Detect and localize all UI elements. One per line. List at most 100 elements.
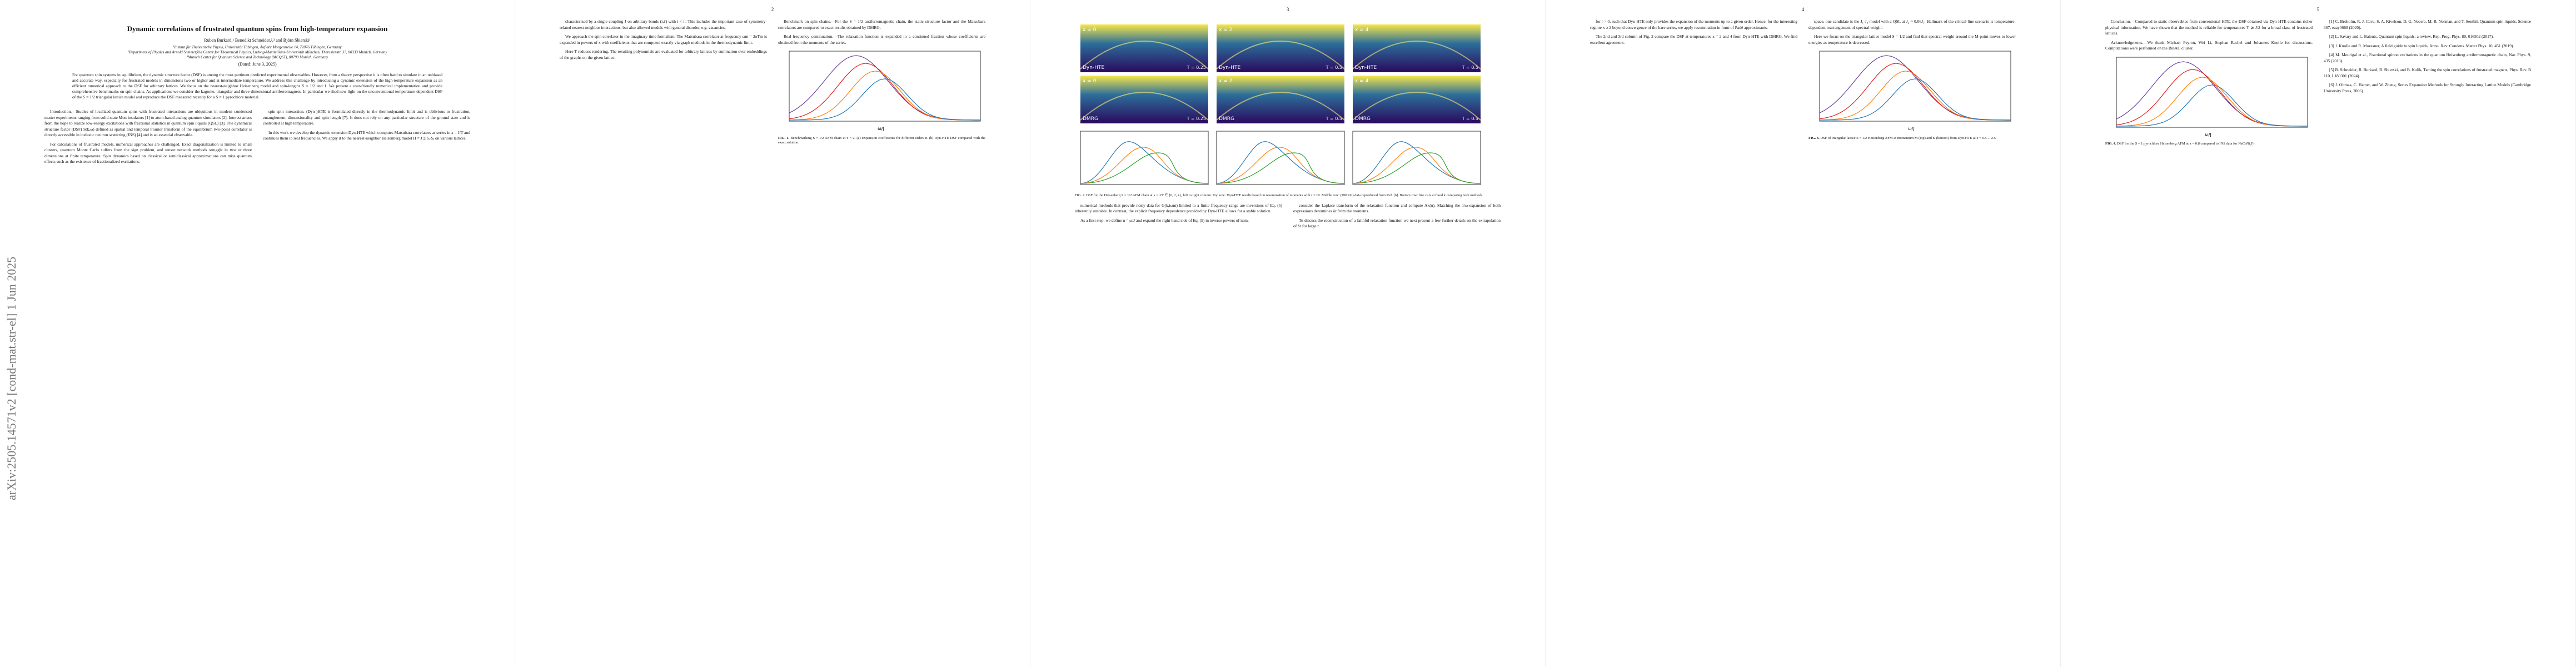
figure-plot: ω/J: [1819, 51, 2011, 131]
heatmap: [1080, 24, 1208, 72]
plot-frame: [2116, 57, 2308, 127]
arxiv-sidebar: arXiv:2505.14571v2 [cond-mat.str-el] 1 J…: [4, 256, 18, 500]
column: consider the Laplace transform of the re…: [1293, 203, 1501, 233]
paragraph: space, one candidate is the J₁-J₂-model …: [1808, 19, 2016, 30]
heatmap-grid: x = 0 Dyn-HTE T = 0.25 x = 0 DMRG T = 0.25 x =…: [1080, 24, 1481, 185]
figure: ω/J FIG. 1. Benchmarking S = 1/2 AFM chai…: [778, 49, 985, 146]
method-label: Dyn-HTE: [1219, 65, 1240, 71]
method-label: DMRG: [1083, 116, 1098, 122]
abstract: For quantum spin systems in equilibrium,…: [72, 72, 442, 99]
figure-label: FIG. 1.: [778, 136, 790, 140]
figure-caption: FIG. 1. Benchmarking S = 1/2 AFM chain a…: [778, 136, 985, 146]
caption-text: DSF of triangular lattice S = 1/2 Heisen…: [1820, 136, 1997, 140]
temp-label: T = 0.5: [1462, 65, 1478, 70]
paragraph: [1] C. Broholm, R. J. Cava, S. A. Kivels…: [2324, 19, 2531, 30]
columns: Introduction.—Studies of localized quant…: [44, 109, 470, 168]
paragraph: Benchmark on spin chains.—For the S = 1/…: [778, 19, 985, 30]
figure-plot: ω/J: [789, 51, 981, 131]
curve: [2116, 61, 2308, 126]
paragraph: Real-frequency continuation.—The relaxat…: [778, 34, 985, 45]
curve: [1819, 63, 2011, 121]
affiliation: ¹Institut für Theoretische Physik, Unive…: [173, 45, 342, 49]
curve: [1216, 152, 1345, 184]
curve: [1819, 55, 2011, 121]
paragraph: Here we focus on the triangular lattice …: [1808, 34, 2016, 45]
columns: characterized by a single coupling J on …: [560, 19, 985, 150]
paragraph: Here T reduces rendering. The resulting …: [560, 49, 767, 60]
paragraph: For calculations of frustrated models, n…: [44, 141, 252, 165]
temp-label: T = 0.5: [1462, 116, 1478, 121]
curve: [1080, 152, 1209, 184]
dispersion: [1352, 92, 1481, 121]
page: 4 for r > 0, such that Dyn-HTE only provi…: [1546, 0, 2061, 667]
panel-label: x = 4: [1355, 27, 1369, 33]
paragraph: [6] J. Oitmaa, C. Hamer, and W. Zheng, S…: [2324, 82, 2531, 93]
curve: [2116, 84, 2308, 127]
dispersion: [1080, 92, 1209, 121]
figure-label: FIG. 3.: [1808, 136, 1820, 140]
columns: numerical methods that provide noisy dat…: [1075, 203, 1501, 233]
dispersion: [1216, 92, 1345, 121]
figure-caption: FIG. 4. DSF for the S = 1 pyrochlore Hei…: [2105, 142, 2313, 147]
column: Benchmark on spin chains.—For the S = 1/…: [778, 19, 985, 150]
panel-label: x = 2: [1219, 78, 1232, 84]
temp-label: T = 0.25: [1187, 65, 1207, 70]
temp-label: T = 0.25: [1187, 116, 1207, 121]
columns: Conclusion.—Compared to static observabl…: [2105, 19, 2531, 151]
curve: [1216, 141, 1345, 184]
method-label: Dyn-HTE: [1355, 65, 1377, 71]
column: characterized by a single coupling J on …: [560, 19, 767, 150]
curve: [1820, 78, 2011, 121]
page-number: 5: [2316, 7, 2320, 12]
curve: [1352, 147, 1481, 184]
caption-text: Benchmarking S = 1/2 AFM chain at x = 2.…: [778, 136, 985, 145]
page-number: 3: [1286, 7, 1289, 12]
column: numerical methods that provide noisy dat…: [1075, 203, 1282, 233]
temp-label: T = 0.5: [1326, 116, 1342, 121]
method-label: Dyn-HTE: [1083, 65, 1104, 71]
paragraph: [3] J. Knolle and R. Moessner, A field g…: [2329, 43, 2514, 48]
affiliation: ²Department of Physics and Arnold Sommer…: [127, 50, 387, 54]
lineplot-frame: [1080, 131, 1209, 185]
curve: [1216, 147, 1345, 184]
paper-title: Dynamic correlations of frustrated quant…: [127, 24, 388, 33]
lineplot-frame: [1352, 131, 1481, 185]
curve: [789, 78, 980, 121]
paragraph: Introduction.—Studies of localized quant…: [44, 109, 252, 137]
paragraph: for r > 0, such that Dyn-HTE only provid…: [1590, 19, 1797, 30]
authors: Ruben Burkard,¹ Benedikt Schneider,²,³ a…: [204, 38, 311, 43]
figure-label: FIG. 4.: [2105, 142, 2116, 146]
temp-label: T = 0.5: [1326, 65, 1342, 70]
paragraph: Acknowledgments.—We thank Michael Peyrou…: [2105, 39, 2313, 51]
paragraph: [5] B. Schneider, R. Burkard, B. Sbiersk…: [2324, 67, 2531, 78]
panel-label: x = 4: [1355, 78, 1369, 84]
column: space, one candidate is the J₁-J₂-model …: [1808, 19, 2016, 145]
curve: [789, 55, 980, 121]
paragraph: consider the Laplace transform of the re…: [1293, 202, 1501, 214]
paragraph: [4] M. Mourigal et al., Fractional spino…: [2324, 52, 2531, 63]
curve: [1819, 71, 2011, 121]
paragraph: We approach the spin correlator in the i…: [560, 34, 767, 45]
heatmap: [1353, 76, 1481, 123]
curve: [789, 71, 980, 121]
columns: for r > 0, such that Dyn-HTE only provid…: [1590, 19, 2016, 145]
column: spin-spin interaction. (Dyn-)HTE is form…: [263, 109, 470, 168]
paragraph: spin-spin interaction. (Dyn-)HTE is form…: [263, 109, 470, 126]
paragraph: characterized by a single coupling J on …: [560, 19, 767, 30]
lineplot-frame: [1216, 131, 1345, 185]
figure: ω/J FIG. 4. DSF for the S = 1 pyrochlore …: [2105, 55, 2313, 147]
affiliation: ³Munich Center for Quantum Science and T…: [186, 55, 328, 59]
dispersion: [1216, 41, 1345, 69]
heatmap: [1080, 76, 1208, 123]
axis-label: ω/J: [1908, 126, 1915, 131]
curve: [1080, 141, 1209, 184]
paragraph: As a first step, we define u = ω/J and e…: [1080, 217, 1249, 223]
paragraph: numerical methods that provide noisy dat…: [1075, 202, 1282, 214]
page: 5 Conclusion.—Compared to static observab…: [2061, 0, 2576, 667]
paragraph: In this work we develop the dynamic exte…: [263, 130, 470, 141]
method-label: DMRG: [1219, 116, 1234, 122]
page-number: 4: [1801, 7, 1805, 12]
curve: [1352, 152, 1481, 184]
curve: [2116, 76, 2308, 127]
